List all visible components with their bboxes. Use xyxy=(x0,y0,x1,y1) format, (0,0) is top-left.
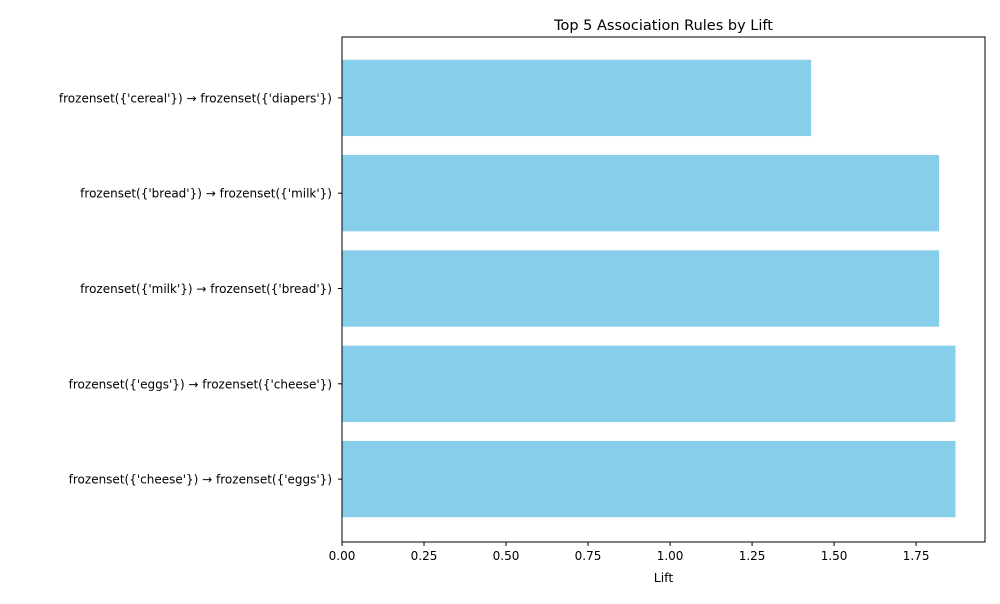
bar xyxy=(342,59,812,137)
bar xyxy=(342,155,940,232)
x-tick-label: 1.00 xyxy=(657,549,684,563)
x-tick-label: 1.50 xyxy=(821,549,848,563)
y-tick-label: frozenset({'cheese'}) → frozenset({'eggs… xyxy=(69,473,332,487)
bar xyxy=(342,250,940,327)
y-tick-label: frozenset({'milk'}) → frozenset({'bread'… xyxy=(80,282,332,296)
plot-frame xyxy=(341,36,986,543)
bar xyxy=(342,345,956,422)
x-axis: 0.00 0.25 0.50 0.75 1.00 1.25 1.50 1.75 xyxy=(329,542,930,563)
y-axis: frozenset({'cereal'}) → frozenset({'diap… xyxy=(59,91,342,487)
x-tick-label: 0.25 xyxy=(411,549,438,563)
x-tick-label: 1.75 xyxy=(903,549,930,563)
bar xyxy=(342,440,956,518)
x-tick-label: 0.50 xyxy=(493,549,520,563)
bars-layer xyxy=(342,59,956,518)
x-tick-label: 0.75 xyxy=(575,549,602,563)
chart-title: Top 5 Association Rules by Lift xyxy=(553,18,773,34)
x-tick-label: 0.00 xyxy=(329,549,356,563)
x-tick-label: 1.25 xyxy=(739,549,766,563)
y-tick-label: frozenset({'eggs'}) → frozenset({'cheese… xyxy=(69,377,332,391)
x-axis-label: Lift xyxy=(654,570,674,585)
y-tick-label: frozenset({'cereal'}) → frozenset({'diap… xyxy=(59,91,332,105)
y-tick-label: frozenset({'bread'}) → frozenset({'milk'… xyxy=(80,187,332,201)
